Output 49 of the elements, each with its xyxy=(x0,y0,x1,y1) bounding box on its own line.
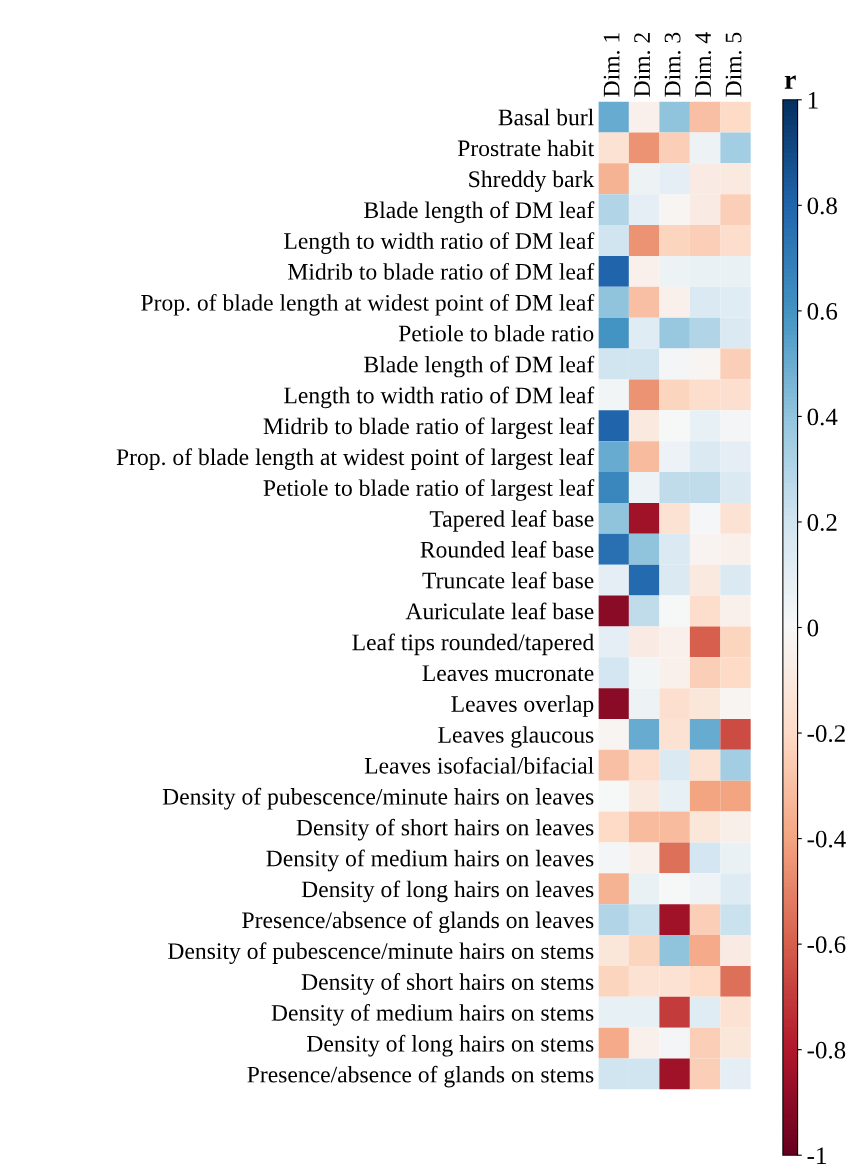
y-tick-label: Basal burl xyxy=(498,108,594,126)
color-bar-label: -0.8 xyxy=(807,1041,846,1059)
color-bar-label: -0.2 xyxy=(807,725,845,743)
y-tick-label: Leaf tips rounded/tapered xyxy=(352,633,594,656)
x-tick-label: Dim. 2 xyxy=(634,33,651,97)
y-tick-label: Blade length of DM leaf xyxy=(364,201,595,224)
y-tick-label: Blade length of DM leaf xyxy=(364,355,595,378)
y-tick-label: Tapered leaf base xyxy=(429,510,594,532)
y-tick-label: Density of long hairs on stems xyxy=(307,1034,594,1057)
y-tick-label: Truncate leaf base xyxy=(422,571,594,589)
y-tick-label: Length to width ratio of DM leaf xyxy=(284,232,595,254)
y-tick-label: Presence/absence of glands on stems xyxy=(247,1065,594,1088)
y-tick-label: Petiole to blade ratio xyxy=(398,324,594,342)
y-tick-label: Prostrate habit xyxy=(457,139,595,157)
color-bar-label: 0.6 xyxy=(807,302,838,320)
y-tick-label: Midrib to blade ratio of largest leaf xyxy=(263,417,595,440)
x-tick-label: Dim. 1 xyxy=(603,33,620,97)
x-tick-label: Dim. 3 xyxy=(664,32,681,97)
y-tick-label: Density of medium hairs on stems xyxy=(271,1003,594,1026)
y-tick-label: Shreddy bark xyxy=(469,170,595,193)
y-tick-label: Auriculate leaf base xyxy=(405,602,594,620)
y-tick-label: Rounded leaf base xyxy=(420,540,594,558)
color-bar-label: 0.8 xyxy=(807,197,837,215)
x-tick-label: Dim. 4 xyxy=(695,32,712,97)
y-tick-label: Density of medium hairs on leaves xyxy=(266,849,594,872)
y-tick-label: Density of long hairs on leaves xyxy=(301,880,594,903)
color-bar-label: -0.4 xyxy=(807,830,846,848)
y-tick-label: Density of short hairs on stems xyxy=(301,973,594,995)
color-bar-label: 0.2 xyxy=(807,514,837,531)
color-bar-label: -1 xyxy=(807,1147,826,1164)
y-tick-label: Petiole to blade ratio of largest leaf xyxy=(263,479,595,501)
color-bar-title: r xyxy=(784,75,796,89)
color-bar-label: -0.6 xyxy=(807,936,846,954)
y-tick-label: Leaves isofacial/bifacial xyxy=(364,756,594,774)
y-tick-label: Density of short hairs on leaves xyxy=(296,818,594,841)
y-tick-label: Prop. of blade length at widest point of largest leaf xyxy=(116,448,595,470)
y-tick-label: Density of pubescence/minute hairs on stems xyxy=(168,942,594,964)
y-tick-label: Leaves glaucous xyxy=(438,726,594,748)
y-tick-label: Leaves mucronate xyxy=(422,665,594,682)
y-tick-label: Density of pubescence/minute hairs on leaves xyxy=(162,787,594,810)
y-tick-label: Presence/absence of glands on leaves xyxy=(242,911,594,934)
y-tick-label: Prop. of blade length at widest point of DM leaf xyxy=(141,293,595,316)
color-bar-label: 0.4 xyxy=(807,408,838,426)
y-tick-label: Length to width ratio of DM leaf xyxy=(284,386,595,409)
y-tick-label: Leaves overlap xyxy=(451,695,594,717)
y-tick-label: Midrib to blade ratio of DM leaf xyxy=(288,262,595,280)
color-bar-label: 0 xyxy=(807,619,819,637)
color-bar-label: 1 xyxy=(808,91,818,109)
x-tick-label: Dim. 5 xyxy=(725,32,742,97)
